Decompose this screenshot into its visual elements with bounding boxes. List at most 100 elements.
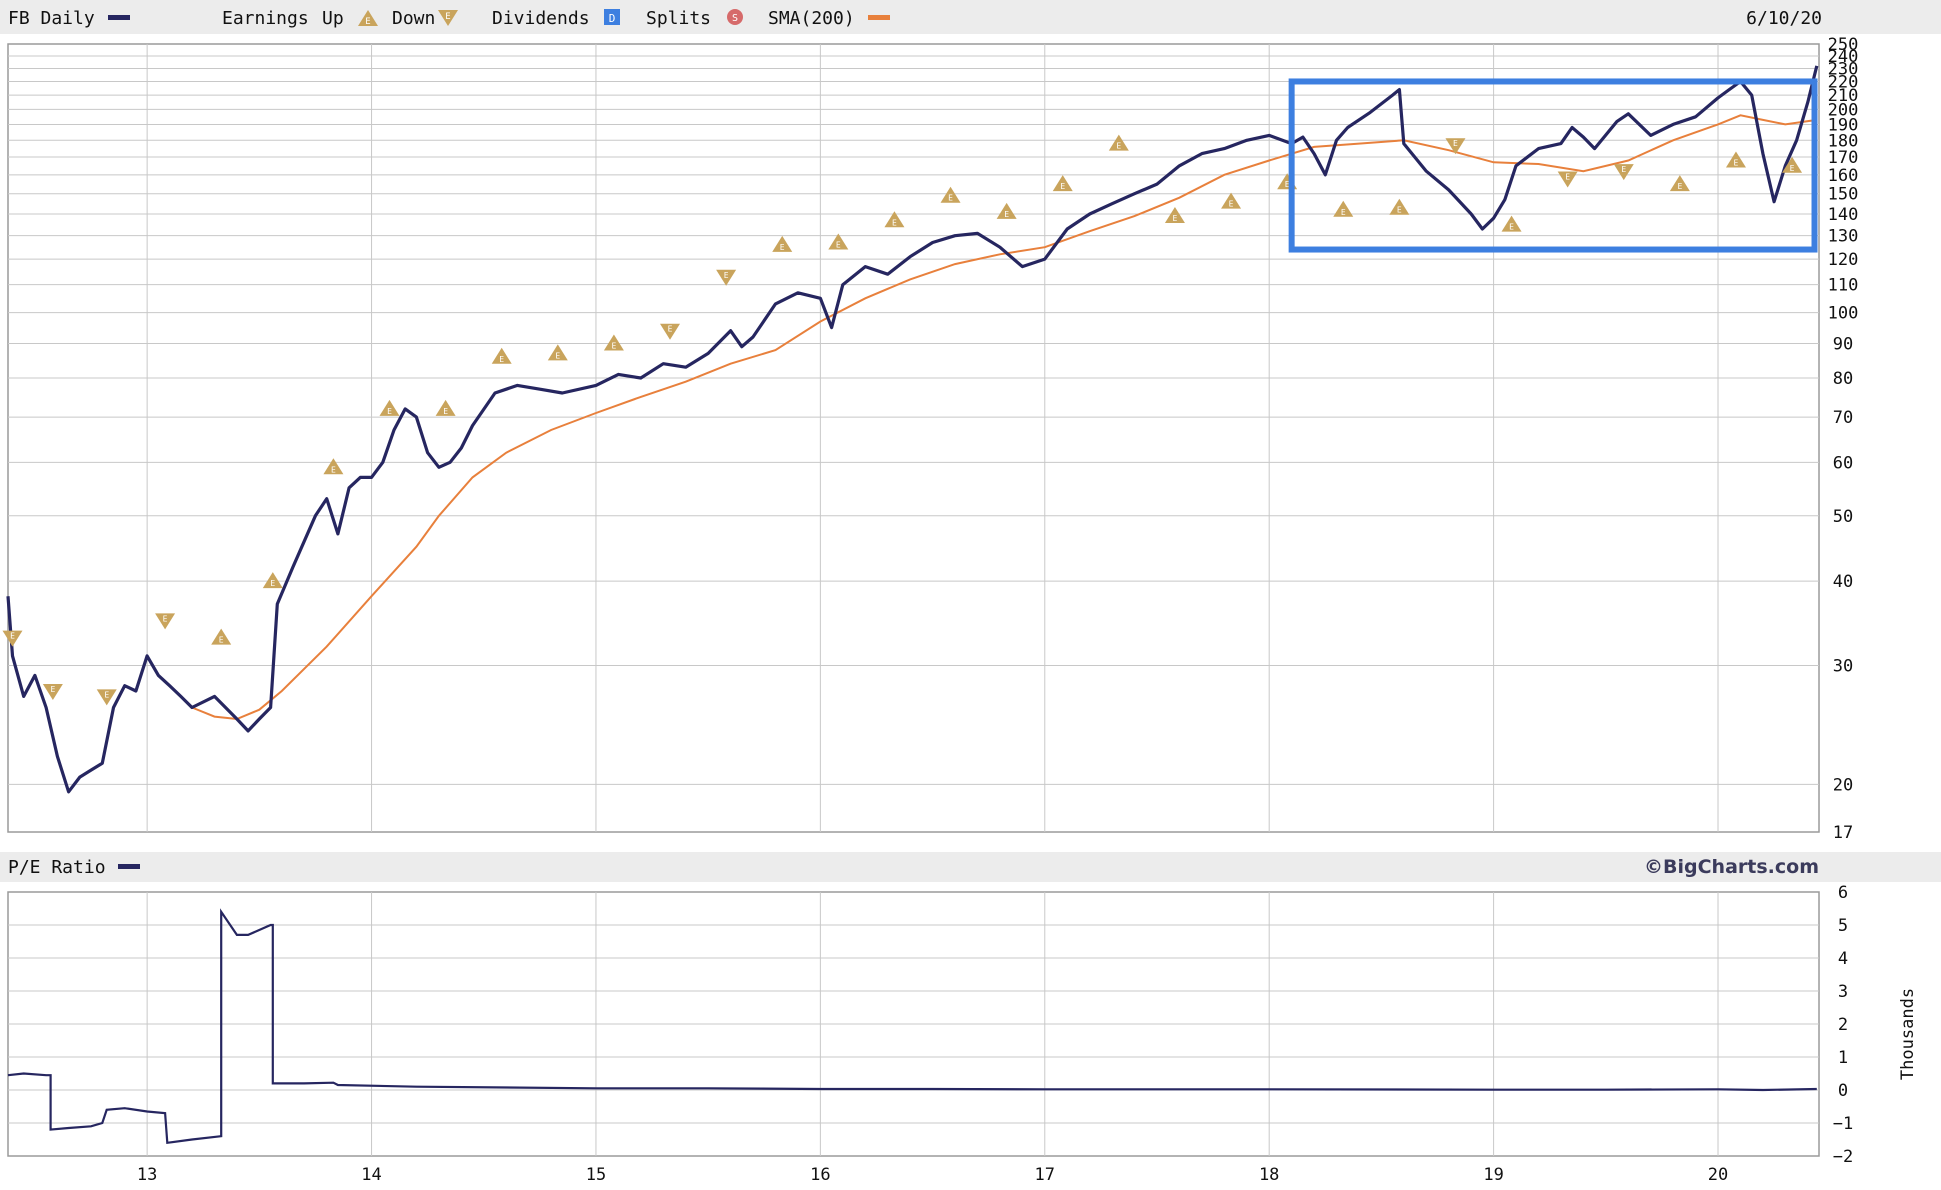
pe-y-tick-label: 6 — [1838, 883, 1848, 903]
earnings-marker-letter: E — [668, 325, 673, 334]
earnings-marker-up-icon: E — [323, 458, 344, 475]
earnings-marker-letter: E — [1004, 210, 1009, 219]
price-y-tick-label: 110 — [1828, 276, 1859, 296]
price-y-tick-label: 220 — [1828, 72, 1859, 92]
earnings-marker-triangle — [1164, 207, 1185, 224]
earnings-marker-letter: E — [50, 685, 55, 694]
svg-text:E: E — [445, 12, 450, 22]
earnings-marker-triangle — [1501, 215, 1522, 232]
earnings-marker-down-icon: E — [1557, 171, 1578, 188]
x-tick-label: 15 — [586, 1165, 606, 1185]
earnings-marker-letter: E — [1790, 164, 1795, 173]
earnings-marker-triangle — [828, 233, 849, 250]
price-y-tick-label: 100 — [1828, 304, 1859, 324]
earnings-marker-up-icon: E — [1725, 151, 1746, 168]
earnings-marker-letter: E — [1229, 200, 1234, 209]
dividends-badge-icon: D — [604, 9, 620, 25]
earnings-marker-triangle — [42, 684, 63, 701]
earnings-marker-down-icon: E — [716, 269, 737, 286]
bottom-legend-band — [0, 852, 1941, 882]
earnings-marker-up-icon: E — [435, 399, 456, 416]
earnings-marker-up-icon: E — [1333, 200, 1354, 217]
earnings-marker-down-icon: E — [96, 689, 117, 706]
earnings-marker-triangle — [772, 235, 793, 252]
earnings-marker-triangle — [1557, 171, 1578, 188]
earnings-marker-up-icon: E — [772, 235, 793, 252]
price-y-tick-label: 130 — [1828, 227, 1859, 247]
price-y-tick-label: 80 — [1833, 369, 1853, 389]
earnings-marker-up-icon: E — [491, 347, 512, 364]
earnings-marker-triangle — [1052, 175, 1073, 192]
ticker-label: FB Daily — [8, 8, 95, 29]
earnings-marker-letter: E — [331, 465, 336, 474]
earnings-marker-triangle — [603, 334, 624, 351]
earnings-marker-up-icon: E — [1501, 215, 1522, 232]
top-legend: FB Daily Earnings Up E Down E Dividends … — [8, 8, 1822, 29]
pe-y-tick-label: −1 — [1833, 1114, 1853, 1134]
pe-ratio-label: P/E Ratio — [8, 857, 106, 878]
earnings-marker-down-icon: E — [155, 613, 176, 630]
pe-legend-swatch — [118, 864, 140, 869]
earnings-marker-down-icon: E — [1445, 138, 1466, 155]
pe-y-tick-label: 1 — [1838, 1048, 1848, 1068]
earnings-marker-triangle — [323, 458, 344, 475]
earnings-marker-up-icon: E — [884, 211, 905, 228]
earnings-marker-triangle — [2, 630, 23, 647]
earnings-marker-letter: E — [219, 636, 224, 645]
bottom-legend: P/E Ratio ©BigCharts.com — [8, 856, 1819, 878]
earnings-down-legend-icon: E — [438, 10, 458, 26]
pe-y-tick-label: 0 — [1838, 1081, 1848, 1101]
earnings-marker-up-icon: E — [1108, 134, 1129, 151]
pe-ratio-panel: −2 −1 0 1 2 3 4 5 6 13 14 15 16 17 18 19 20 Thousands — [7, 883, 1918, 1185]
price-y-tick-label: 180 — [1828, 131, 1859, 151]
pe-y-tick-label: 5 — [1838, 916, 1848, 936]
pe-ratio-line — [7, 908, 1817, 1145]
x-tick-label: 18 — [1259, 1165, 1279, 1185]
svg-text:E: E — [365, 17, 370, 27]
earnings-marker-letter: E — [1734, 159, 1739, 168]
earnings-marker-triangle — [379, 399, 400, 416]
chart-date: 6/10/20 — [1746, 8, 1822, 29]
earnings-marker-down-icon: E — [42, 684, 63, 701]
x-tick-label: 17 — [1035, 1165, 1055, 1185]
earnings-marker-triangle — [547, 344, 568, 361]
price-y-tick-label: 50 — [1833, 507, 1853, 527]
earnings-marker-letter: E — [1397, 206, 1402, 215]
pe-y-tick-label: 3 — [1838, 982, 1848, 1002]
price-y-tick-label: 40 — [1833, 572, 1853, 592]
earnings-marker-up-icon: E — [547, 344, 568, 361]
earnings-marker-letter: E — [104, 690, 109, 699]
earnings-marker-letter: E — [724, 271, 729, 280]
earnings-down-label: Down — [392, 8, 435, 29]
earnings-marker-triangle — [435, 399, 456, 416]
sma-legend-swatch — [868, 15, 890, 20]
price-line — [6, 65, 1819, 794]
earnings-marker-triangle — [660, 323, 681, 340]
earnings-marker-triangle — [996, 202, 1017, 219]
earnings-marker-up-icon: E — [1669, 175, 1690, 192]
earnings-marker-up-icon: E — [828, 233, 849, 250]
splits-label: Splits — [646, 8, 711, 29]
top-legend-band — [0, 0, 1941, 34]
x-tick-label: 20 — [1708, 1165, 1728, 1185]
x-tick-label: 19 — [1483, 1165, 1503, 1185]
price-plot-area — [7, 43, 1820, 833]
earnings-marker-triangle — [1669, 175, 1690, 192]
pe-y-tick-label: −2 — [1833, 1147, 1853, 1167]
earnings-marker-up-icon: E — [996, 202, 1017, 219]
earnings-marker-letter: E — [948, 194, 953, 203]
earnings-marker-up-icon: E — [1782, 156, 1803, 173]
earnings-marker-triangle — [1613, 164, 1634, 181]
highlight-box — [1288, 78, 1818, 253]
earnings-marker-letter: E — [10, 632, 15, 641]
earnings-marker-triangle — [96, 689, 117, 706]
earnings-marker-letter: E — [1453, 139, 1458, 148]
price-y-tick-label: 140 — [1828, 205, 1859, 225]
price-y-tick-label: 60 — [1833, 453, 1853, 473]
earnings-marker-letter: E — [1060, 182, 1065, 191]
earnings-marker-down-icon: E — [1613, 164, 1634, 181]
price-y-tick-label: 90 — [1833, 334, 1853, 354]
price-panel: 1720304050607080901001101201301401501601… — [2, 35, 1858, 843]
